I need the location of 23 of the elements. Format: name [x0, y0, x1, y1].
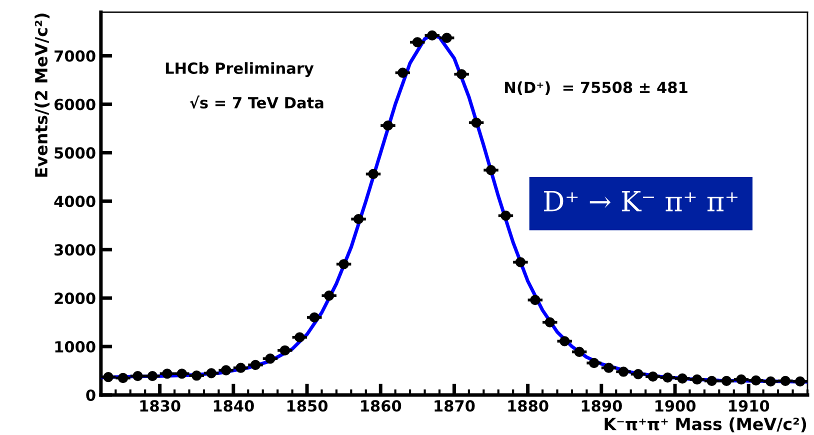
- y-tick-label: 0: [86, 389, 96, 401]
- y-axis-title: Events/(2 MeV/c²): [34, 14, 50, 177]
- x-tick-label: 1880: [508, 400, 548, 412]
- y-tick-label: 3000: [54, 244, 96, 256]
- x-tick-label: 1860: [361, 400, 402, 412]
- annotation: N(D⁺) = 75508 ± 481: [505, 81, 688, 95]
- y-tick-label: 5000: [54, 147, 96, 159]
- x-tick-label: 1850: [287, 400, 328, 412]
- x-tick-label: 1840: [214, 400, 254, 412]
- y-tick-label: 6000: [54, 98, 96, 110]
- x-tick-label: 1890: [582, 400, 622, 412]
- x-tick-label: 1910: [729, 400, 770, 412]
- annotation: D⁺ → K⁻ π⁺ π⁺: [544, 190, 738, 212]
- x-tick-label: 1870: [434, 400, 475, 412]
- y-tick-label: 4000: [54, 196, 96, 208]
- y-tick-label: 7000: [54, 50, 96, 62]
- x-axis-title: K⁻π⁺π⁺ Mass (MeV/c²): [604, 417, 806, 432]
- annotation: √s = 7 TeV Data: [190, 95, 324, 109]
- x-tick-label: 1900: [655, 400, 696, 412]
- y-tick-label: 1000: [55, 340, 96, 353]
- x-tick-label: 1830: [140, 400, 180, 412]
- annotation: LHCb Preliminary: [166, 62, 314, 78]
- y-tick-label: 2000: [54, 292, 96, 304]
